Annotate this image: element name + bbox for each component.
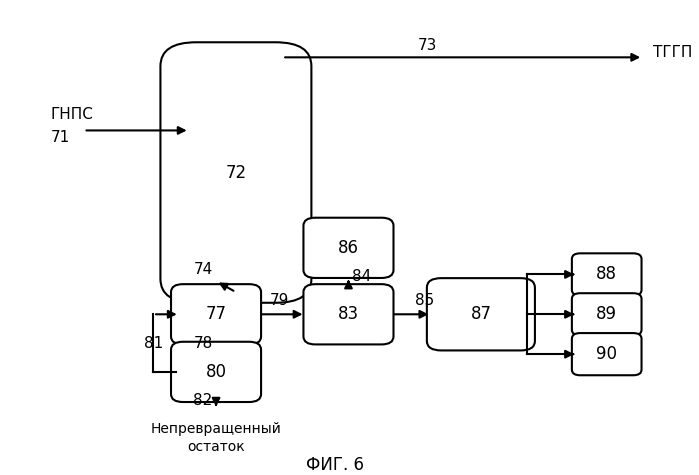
Text: 83: 83: [338, 305, 359, 323]
Text: 86: 86: [338, 239, 359, 257]
Text: Непревращенный: Непревращенный: [150, 422, 282, 437]
Text: ФИГ. 6: ФИГ. 6: [306, 456, 364, 474]
Text: 71: 71: [50, 130, 70, 144]
Text: 74: 74: [194, 263, 212, 277]
FancyBboxPatch shape: [171, 284, 261, 344]
Text: 90: 90: [596, 345, 617, 363]
Text: 78: 78: [194, 336, 212, 351]
Text: 87: 87: [470, 305, 491, 323]
Text: 84: 84: [352, 269, 372, 284]
Text: остаток: остаток: [187, 440, 245, 454]
Text: ТГГП: ТГГП: [653, 46, 693, 60]
Text: 72: 72: [225, 163, 247, 181]
FancyBboxPatch shape: [303, 284, 394, 344]
Text: 73: 73: [418, 38, 438, 53]
FancyBboxPatch shape: [427, 278, 535, 351]
FancyBboxPatch shape: [161, 42, 311, 303]
FancyBboxPatch shape: [572, 293, 642, 335]
Text: 79: 79: [269, 293, 289, 308]
FancyBboxPatch shape: [572, 333, 642, 375]
Text: 82: 82: [194, 393, 212, 408]
Text: 77: 77: [206, 305, 226, 323]
Text: 89: 89: [596, 305, 617, 323]
Text: 85: 85: [415, 293, 434, 308]
Text: ГНПС: ГНПС: [50, 107, 94, 123]
Text: 81: 81: [144, 336, 163, 351]
Text: 80: 80: [206, 363, 226, 381]
FancyBboxPatch shape: [303, 218, 394, 278]
FancyBboxPatch shape: [171, 342, 261, 402]
Text: 88: 88: [596, 266, 617, 284]
FancyBboxPatch shape: [572, 253, 642, 295]
